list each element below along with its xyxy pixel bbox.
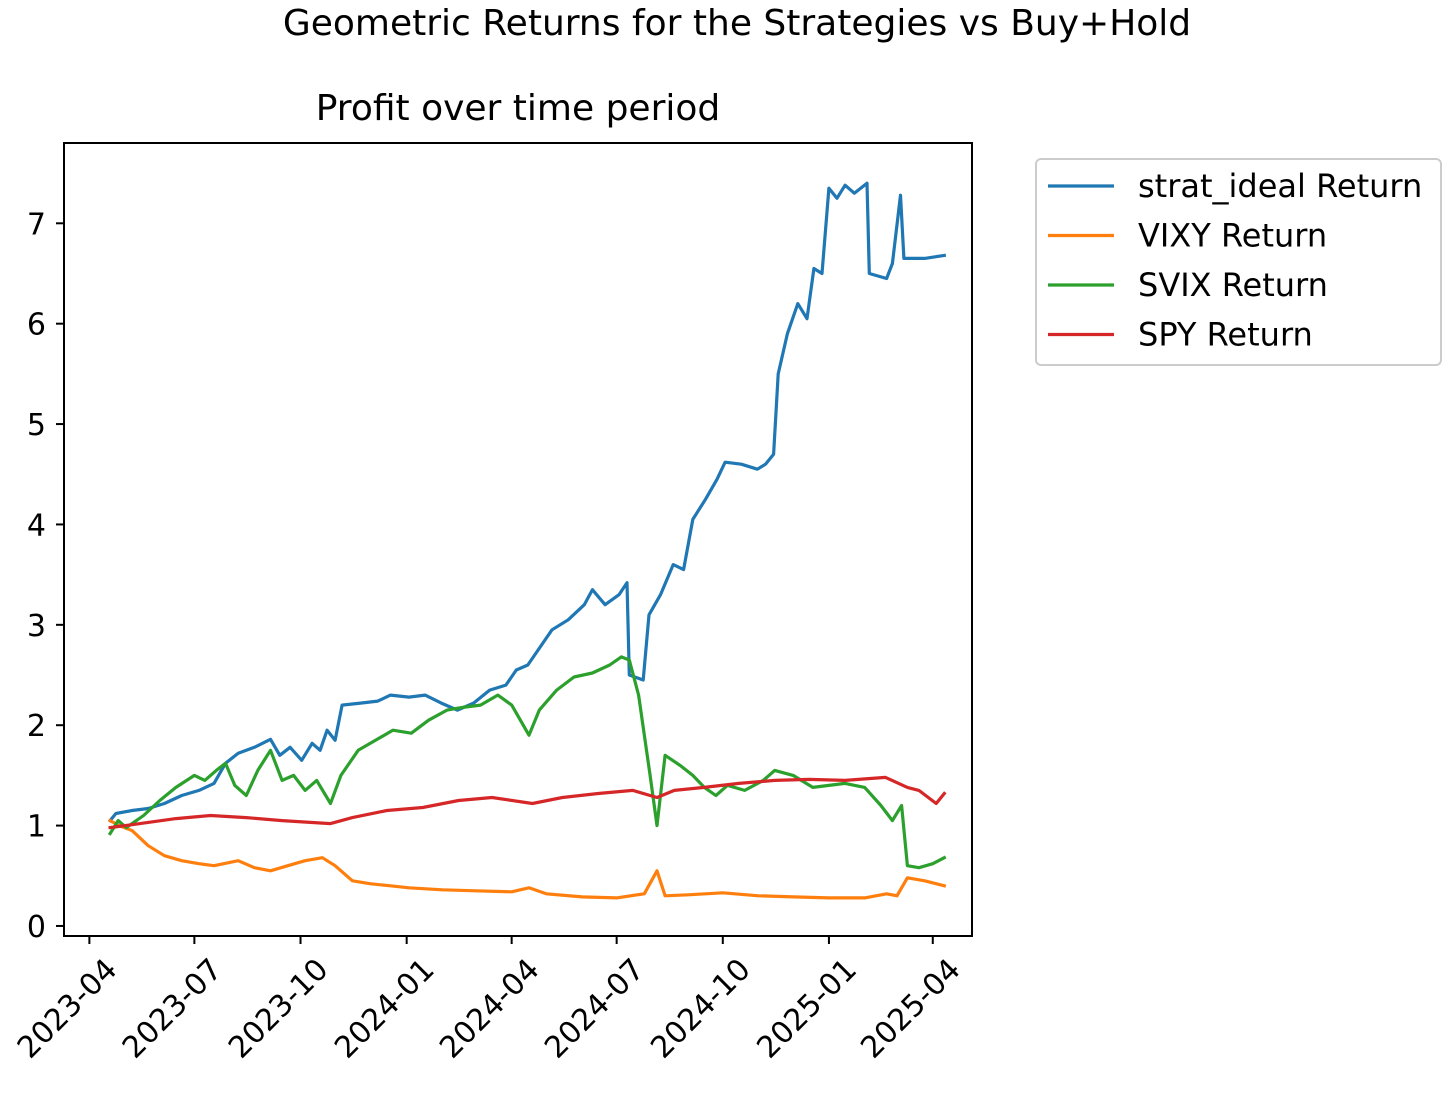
x-tick-label: 2024-10 — [644, 952, 757, 1065]
legend-label-0: strat_ideal Return — [1138, 167, 1422, 205]
x-tick-label: 2023-10 — [222, 952, 335, 1065]
x-tick-label: 2025-04 — [854, 952, 967, 1065]
y-tick-label: 1 — [27, 810, 46, 845]
y-tick-label: 6 — [27, 308, 46, 343]
series-lines — [107, 181, 947, 900]
y-axis-ticks: 0 1 2 3 4 5 6 7 — [27, 207, 64, 945]
y-tick-label: 0 — [27, 910, 46, 945]
y-tick-label: 3 — [27, 609, 46, 644]
x-tick-label: 2024-04 — [433, 952, 546, 1065]
x-tick-label: 2023-07 — [116, 952, 229, 1065]
legend-label-1: VIXY Return — [1138, 217, 1327, 255]
axes-border — [63, 142, 973, 937]
y-tick-label: 4 — [27, 508, 46, 543]
figure-suptitle: Geometric Returns for the Strategies vs … — [283, 3, 1191, 44]
x-tick-label: 2025-01 — [750, 952, 863, 1065]
legend-box — [1035, 158, 1442, 366]
series-line-1 — [107, 818, 947, 900]
legend-label-2: SVIX Return — [1138, 266, 1328, 304]
x-axis-ticks: 2023-042023-072023-102024-012024-042024-… — [11, 936, 968, 1066]
y-tick-label: 7 — [27, 207, 46, 242]
y-tick-label: 5 — [27, 408, 46, 443]
x-tick-label: 2024-01 — [328, 952, 441, 1065]
series-line-2 — [107, 655, 947, 870]
y-tick-label: 2 — [27, 709, 46, 744]
legend-label-3: SPY Return — [1138, 316, 1313, 354]
axes-frame — [64, 143, 972, 936]
series-line-0 — [107, 181, 947, 823]
x-tick-label: 2024-07 — [538, 952, 651, 1065]
legend: strat_ideal Return VIXY Return SVIX Return… — [1035, 158, 1442, 366]
chart-title: Profit over time period — [316, 88, 721, 129]
x-tick-label: 2023-04 — [11, 952, 124, 1065]
series-line-3 — [108, 775, 947, 830]
